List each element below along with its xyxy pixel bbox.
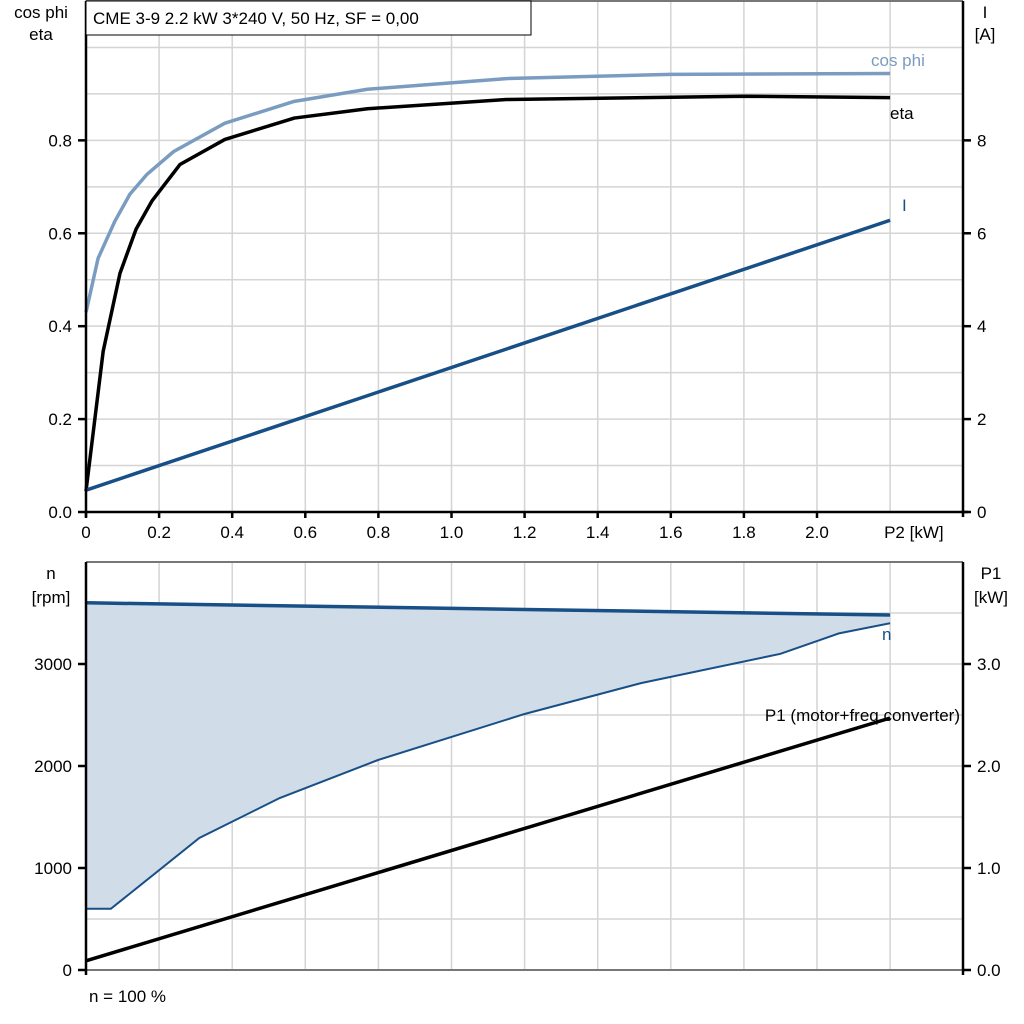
p1-line [85, 716, 891, 963]
x-tick-label: 1.8 [732, 523, 756, 542]
y-tick-label-left: 0.2 [48, 410, 72, 429]
y-tick-label-right: 8 [977, 131, 986, 150]
current-line [85, 218, 891, 492]
cos-phi-series-label: cos phi [871, 51, 925, 70]
y-axis-label-left: eta [29, 25, 53, 44]
y-tick-label-left: 0.0 [48, 503, 72, 522]
axis-labels: cos phi eta In P1 (motor+freq.converter) 0 0.… [14, 3, 1008, 980]
y-axis-label-left: n [46, 564, 55, 583]
chart-marks [84, 71, 891, 963]
current-series-label: I [902, 196, 907, 215]
x-axis-label: P2 [kW] [884, 523, 944, 542]
y-axis-label-right: [A] [975, 25, 996, 44]
eta-line [84, 94, 891, 492]
x-tick-label: 0 [81, 523, 90, 542]
y-tick-label-left: 0.8 [48, 131, 72, 150]
x-tick-label: 0.2 [147, 523, 171, 542]
top-grid [86, 1, 963, 512]
n-range-area [86, 602, 891, 909]
y-tick-label-right: 2 [977, 410, 986, 429]
n-min-line [86, 622, 891, 910]
y-tick-label-right: 6 [977, 224, 986, 243]
y-axis-label-right: I [983, 3, 988, 22]
y-tick-label-right: 3.0 [977, 655, 1001, 674]
x-tick-label: 1.2 [513, 523, 537, 542]
title-box [85, 0, 532, 36]
n-max-line [85, 601, 891, 617]
axes [78, 0, 971, 975]
y-tick-label-left: 0 [63, 961, 72, 980]
y-tick-label-left: 2000 [34, 757, 72, 776]
y-axis-label-left: cos phi [14, 3, 68, 22]
n-series-label: n [882, 625, 891, 644]
y-tick-label-left: 0.6 [48, 224, 72, 243]
x-tick-label: 0.8 [367, 523, 391, 542]
y-tick-label-right: 0.0 [977, 961, 1001, 980]
y-tick-label-right: 1.0 [977, 859, 1001, 878]
y-axis-label-right: [kW] [974, 588, 1008, 607]
x-tick-label: 2.0 [805, 523, 829, 542]
y-tick-label-right: 0 [977, 503, 986, 522]
y-tick-label-left: 0.4 [48, 317, 72, 336]
y-tick-label-left: 1000 [34, 859, 72, 878]
y-axis-label-left: [rpm] [32, 588, 71, 607]
x-tick-label: 0.4 [220, 523, 244, 542]
footer-note: n = 100 % [89, 987, 166, 1006]
eta-series-label: eta [890, 104, 914, 123]
y-tick-label-left: 3000 [34, 655, 72, 674]
x-tick-label: 1.0 [440, 523, 464, 542]
y-axis-label-right: P1 [981, 564, 1002, 583]
cos-phi-line [84, 71, 891, 313]
p1-series-label: P1 (motor+freq.converter) [765, 706, 960, 725]
y-tick-label-right: 4 [977, 317, 986, 336]
chart-title: CME 3-9 2.2 kW 3*240 V, 50 Hz, SF = 0,00 [93, 9, 419, 28]
y-tick-label-right: 2.0 [977, 757, 1001, 776]
x-tick-label: 0.6 [293, 523, 317, 542]
x-tick-label: 1.6 [659, 523, 683, 542]
x-tick-label: 1.4 [586, 523, 610, 542]
